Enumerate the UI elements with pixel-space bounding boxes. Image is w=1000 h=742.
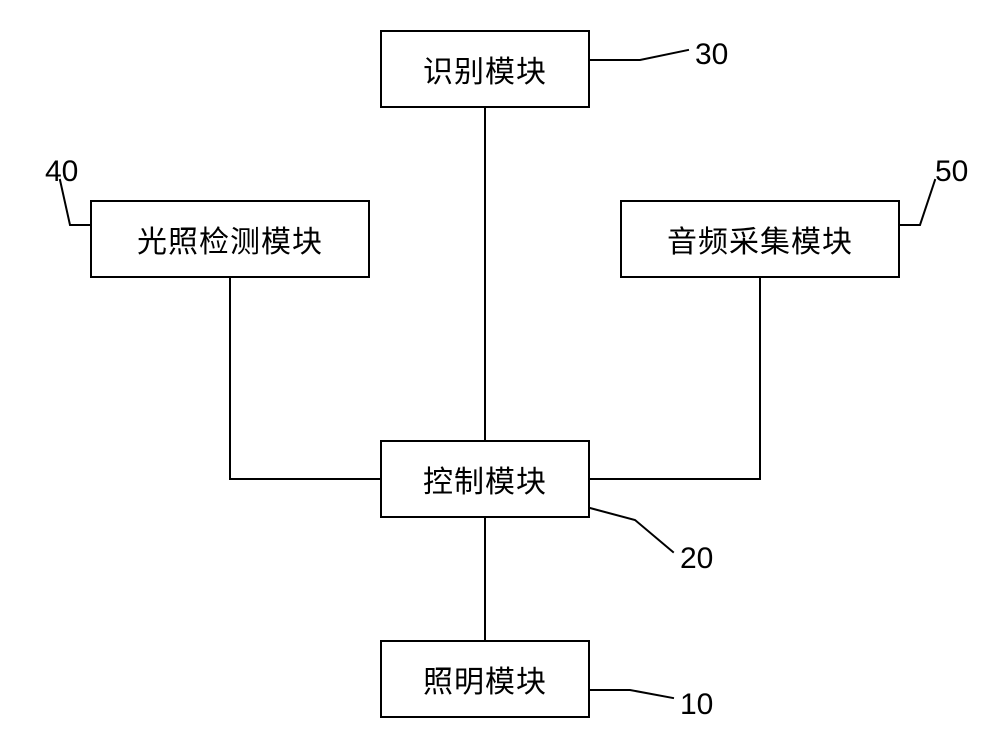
ref-label-40: 40 [45, 155, 78, 189]
node-label: 光照检测模块 [137, 217, 323, 261]
ref-label-10: 10 [680, 688, 713, 722]
node-n20: 控制模块 [380, 440, 590, 518]
node-n30: 识别模块 [380, 30, 590, 108]
node-label: 照明模块 [423, 657, 547, 701]
ref-label-30: 30 [695, 38, 728, 72]
node-label: 音频采集模块 [667, 217, 853, 261]
node-n40: 光照检测模块 [90, 200, 370, 278]
diagram-lines [0, 0, 1000, 742]
node-n10: 照明模块 [380, 640, 590, 718]
node-label: 控制模块 [423, 457, 547, 501]
node-n50: 音频采集模块 [620, 200, 900, 278]
node-label: 识别模块 [423, 47, 547, 91]
ref-label-20: 20 [680, 542, 713, 576]
ref-label-50: 50 [935, 155, 968, 189]
